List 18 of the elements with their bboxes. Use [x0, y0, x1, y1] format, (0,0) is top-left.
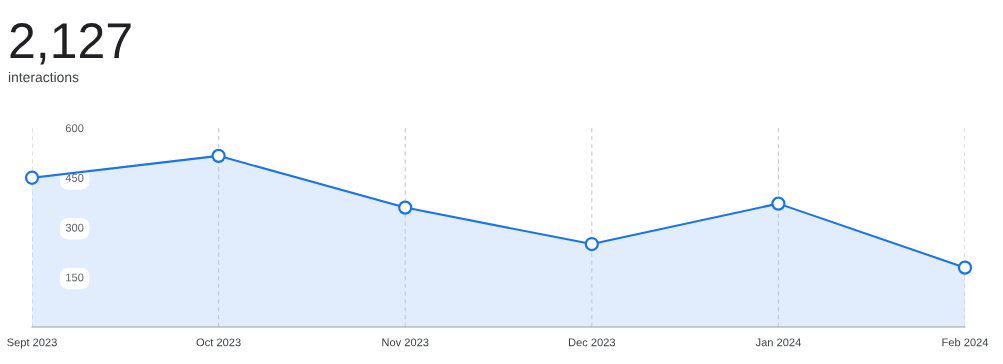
point [584, 236, 599, 252]
x-tick-label: Jan 2024 [755, 338, 801, 347]
point [771, 196, 786, 211]
chart-title: 2,127 [10, 23, 131, 65]
y-tick-label: 150 [66, 273, 84, 282]
y-tick-label: 600 [65, 124, 84, 133]
x-tick-label: Oct 2023 [196, 338, 241, 347]
y-tick-label: 300 [65, 223, 84, 232]
point [398, 200, 413, 215]
chart-subtitle: interactions [8, 71, 79, 83]
x-tick-label: Nov 2023 [382, 338, 429, 347]
point [24, 170, 40, 185]
x-tick-label: Feb 2024 [942, 338, 989, 347]
point [211, 148, 226, 163]
point [957, 260, 973, 275]
y-tick-label: 450 [65, 174, 84, 182]
x-tick-label: Dec 2023 [568, 338, 616, 347]
x-tick-label: Sept 2023 [7, 338, 57, 349]
